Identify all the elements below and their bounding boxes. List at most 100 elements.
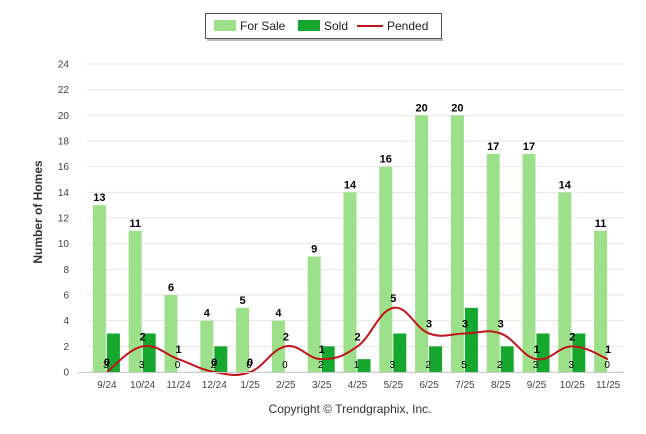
y-tick-8: 8 [63, 265, 69, 276]
x-tick-3/25: 3/25 [312, 380, 332, 391]
legend-swatch-for-sale [214, 20, 236, 31]
label-sold-11/25: 0 [604, 360, 610, 371]
label-for-sale-11/25: 11 [595, 218, 607, 230]
label-for-sale-1/25: 5 [240, 295, 246, 307]
label-for-sale-2/25: 4 [275, 308, 282, 320]
label-pended-9/25: 1 [533, 344, 539, 356]
x-tick-7/25: 7/25 [455, 380, 475, 391]
bar-sold-9/25 [536, 333, 550, 372]
pended-line [106, 306, 609, 376]
x-tick-9/24: 9/24 [97, 380, 117, 391]
x-tick-1/25: 1/25 [240, 380, 260, 391]
bar-for-sale-11/25 [594, 230, 608, 372]
bar-for-sale-8/25 [486, 153, 500, 372]
label-for-sale-10/24: 11 [129, 218, 141, 230]
y-tick-10: 10 [58, 239, 70, 250]
y-tick-20: 20 [58, 111, 70, 122]
bar-for-sale-12/24 [200, 320, 214, 372]
label-sold-2/25: 0 [282, 360, 288, 371]
x-tick-2/25: 2/25 [276, 380, 296, 391]
bar-for-sale-2/25 [271, 320, 285, 372]
bar-for-sale-6/25 [415, 115, 429, 372]
label-pended-10/24: 2 [140, 331, 146, 343]
label-sold-8/25: 2 [497, 360, 503, 371]
label-pended-6/25: 3 [426, 319, 432, 331]
pended-line-path [106, 306, 609, 376]
copyright-text: Copyright © Trendgraphix, Inc. [269, 402, 432, 416]
legend: For Sale Sold Pended [205, 13, 443, 41]
x-tick-5/25: 5/25 [384, 380, 404, 391]
label-sold-10/24: 3 [139, 360, 145, 371]
label-pended-5/25: 5 [390, 293, 396, 305]
y-tick-22: 22 [58, 85, 70, 96]
legend-label-sold: Sold [324, 19, 348, 33]
x-tick-8/25: 8/25 [491, 380, 511, 391]
bar-for-sale-10/25 [558, 192, 572, 372]
legend-label-for-sale: For Sale [240, 19, 286, 33]
y-tick-18: 18 [58, 137, 70, 148]
bar-for-sale-7/25 [450, 115, 464, 372]
bar-for-sale-3/25 [307, 256, 321, 372]
legend-box [205, 13, 442, 39]
y-tick-16: 16 [58, 162, 70, 173]
bar-for-sale-10/24 [128, 230, 142, 372]
label-for-sale-4/25: 14 [344, 179, 357, 191]
label-sold-6/25: 2 [425, 360, 431, 371]
y-axis-title: Number of Homes [31, 160, 45, 264]
label-pended-9/24: 0 [104, 357, 110, 369]
label-pended-11/24: 1 [175, 344, 181, 356]
y-tick-6: 6 [63, 291, 69, 302]
label-sold-9/24: 3 [103, 360, 109, 371]
label-for-sale-11/24: 6 [168, 282, 174, 294]
bar-for-sale-9/24 [92, 205, 106, 372]
x-axis: 9/24 10/24 11/24 12/24 1/25 2/25 3/25 4/25 5/25 6… [77, 372, 624, 391]
bars [92, 115, 608, 372]
label-pended-11/25: 1 [605, 344, 611, 356]
label-for-sale-12/24: 4 [204, 308, 211, 320]
bar-sold-6/25 [429, 346, 443, 372]
label-for-sale-6/25: 20 [415, 102, 427, 114]
label-pended-8/25: 3 [498, 319, 504, 331]
label-pended-7/25: 3 [462, 319, 468, 331]
legend-swatch-sold [298, 20, 320, 31]
label-sold-1/25: 0 [246, 360, 252, 371]
label-for-sale-10/25: 14 [559, 179, 572, 191]
y-tick-12: 12 [58, 214, 70, 225]
label-pended-1/25: 0 [247, 357, 253, 369]
bar-sold-10/25 [572, 333, 586, 372]
bar-for-sale-9/25 [522, 153, 536, 372]
label-pended-2/25: 2 [283, 331, 289, 343]
label-pended-10/25: 2 [569, 331, 575, 343]
label-pended-4/25: 2 [354, 331, 360, 343]
label-for-sale-9/24: 13 [93, 192, 105, 204]
bar-sold-4/25 [357, 359, 371, 372]
y-tick-0: 0 [63, 368, 69, 379]
bar-sold-7/25 [464, 307, 478, 372]
data-labels: 1330113260142050040292114121635202320531… [93, 102, 611, 371]
bar-for-sale-11/24 [164, 295, 178, 372]
x-tick-4/25: 4/25 [348, 380, 368, 391]
bar-sold-5/25 [393, 333, 407, 372]
label-pended-3/25: 1 [319, 344, 325, 356]
x-tick-6/25: 6/25 [419, 380, 439, 391]
label-sold-4/25: 1 [354, 360, 360, 371]
label-for-sale-8/25: 17 [487, 141, 499, 153]
label-sold-5/25: 3 [390, 360, 396, 371]
bar-for-sale-1/25 [236, 307, 250, 372]
label-sold-12/24: 2 [211, 360, 217, 371]
label-for-sale-7/25: 20 [451, 102, 463, 114]
bar-sold-8/25 [500, 346, 514, 372]
y-tick-4: 4 [63, 316, 69, 327]
label-sold-3/25: 2 [318, 360, 324, 371]
x-tick-10/24: 10/24 [130, 380, 155, 391]
x-tick-11/24: 11/24 [166, 380, 191, 391]
x-tick-9/25: 9/25 [527, 380, 547, 391]
bar-for-sale-5/25 [379, 166, 393, 372]
label-for-sale-9/25: 17 [523, 141, 535, 153]
label-sold-9/25: 3 [533, 360, 539, 371]
legend-label-pended: Pended [387, 19, 428, 33]
x-tick-12/24: 12/24 [202, 380, 227, 391]
x-tick-10/25: 10/25 [560, 380, 585, 391]
